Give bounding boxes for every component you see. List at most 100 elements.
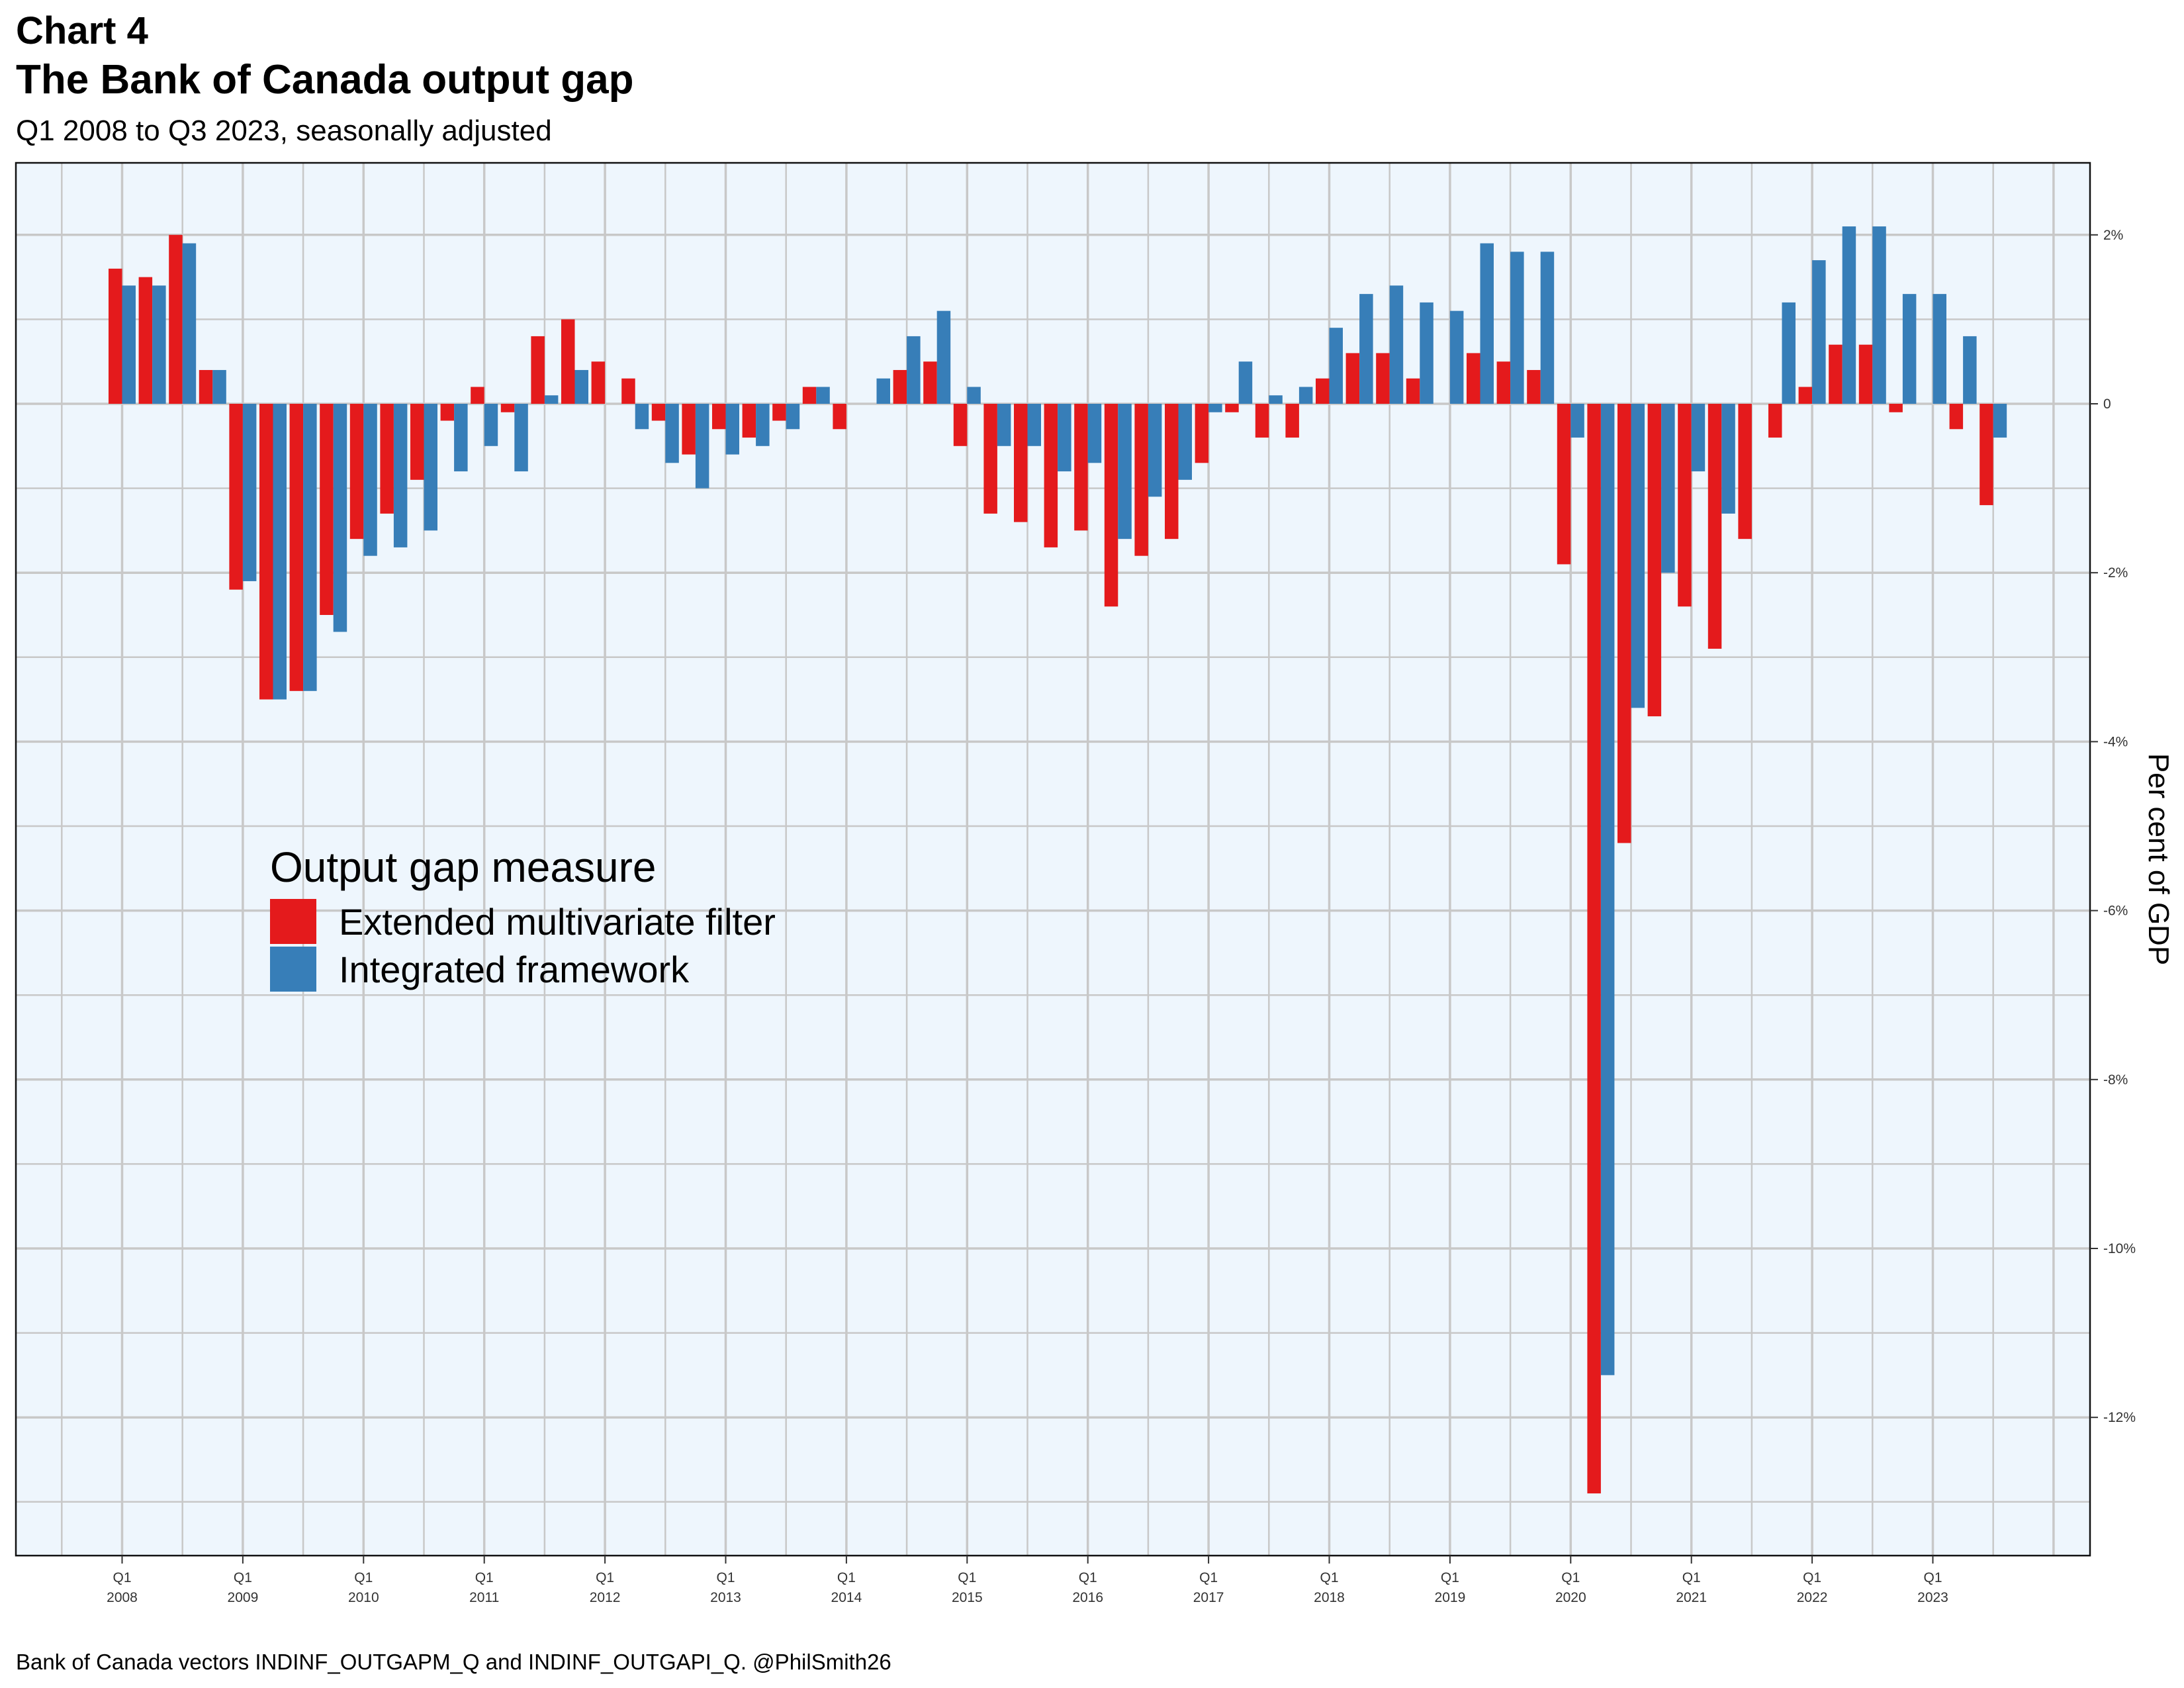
bar-emf-2023Q3 bbox=[1979, 404, 1993, 506]
bar-if-2015Q4 bbox=[1058, 404, 1071, 472]
bar-emf-2020Q2 bbox=[1587, 404, 1601, 1494]
bar-if-2021Q2 bbox=[1721, 404, 1735, 514]
bar-if-2016Q3 bbox=[1148, 404, 1162, 497]
bar-if-2017Q1 bbox=[1208, 404, 1222, 412]
bar-if-2013Q2 bbox=[756, 404, 770, 446]
legend-title: Output gap measure bbox=[270, 843, 657, 891]
bar-emf-2010Q1 bbox=[349, 404, 364, 539]
legend-item-if: Integrated framework bbox=[270, 945, 776, 993]
x-tick-year: 2011 bbox=[469, 1590, 499, 1605]
bar-emf-2011Q3 bbox=[531, 336, 545, 404]
bar-if-2011Q2 bbox=[514, 404, 528, 472]
bar-emf-2019Q2 bbox=[1467, 353, 1480, 404]
x-tick-quarter: Q1 bbox=[1561, 1570, 1580, 1585]
bar-if-2022Q4 bbox=[1902, 294, 1917, 404]
bar-if-2020Q4 bbox=[1661, 404, 1675, 573]
plot-border bbox=[15, 162, 2091, 1557]
bar-if-2010Q1 bbox=[363, 404, 377, 556]
bar-emf-2011Q1 bbox=[471, 387, 484, 404]
bar-emf-2019Q4 bbox=[1527, 369, 1541, 404]
bar-if-2019Q1 bbox=[1449, 310, 1464, 404]
bar-if-2016Q2 bbox=[1118, 404, 1132, 539]
bar-emf-2016Q4 bbox=[1165, 404, 1179, 539]
bar-emf-2012Q1 bbox=[591, 361, 606, 404]
x-tick-quarter: Q1 bbox=[113, 1570, 131, 1585]
legend-label-if: Integrated framework bbox=[339, 948, 690, 990]
y-tick-label: 2% bbox=[2103, 228, 2123, 243]
bar-emf-2022Q3 bbox=[1858, 344, 1873, 404]
y-tick-label: -4% bbox=[2103, 734, 2128, 749]
bar-if-2012Q4 bbox=[695, 404, 709, 489]
legend-item-emf: Extended multivariate filter bbox=[270, 898, 776, 945]
bar-if-2010Q2 bbox=[393, 404, 408, 547]
bar-if-2014Q2 bbox=[876, 378, 890, 404]
bar-if-2010Q4 bbox=[454, 404, 468, 472]
x-tick-year: 2008 bbox=[107, 1590, 138, 1605]
source-caption: Bank of Canada vectors INDINF_OUTGAPM_Q … bbox=[16, 1650, 891, 1674]
bar-emf-2015Q1 bbox=[953, 404, 968, 446]
bar-if-2009Q3 bbox=[303, 404, 317, 691]
x-tick-year: 2012 bbox=[590, 1590, 621, 1605]
bar-if-2008Q3 bbox=[182, 243, 197, 404]
bar-emf-2014Q4 bbox=[923, 361, 937, 404]
legend-label-emf: Extended multivariate filter bbox=[339, 900, 776, 943]
bar-emf-2014Q1 bbox=[833, 404, 846, 430]
bar-emf-2018Q2 bbox=[1345, 353, 1360, 404]
x-tick-year: 2022 bbox=[1797, 1590, 1828, 1605]
bar-if-2014Q3 bbox=[907, 336, 921, 404]
bar-if-2016Q1 bbox=[1087, 404, 1102, 463]
bar-emf-2017Q1 bbox=[1195, 404, 1209, 463]
bar-emf-2015Q4 bbox=[1044, 404, 1058, 547]
bars-group bbox=[109, 226, 2007, 1494]
bar-emf-2021Q4 bbox=[1768, 404, 1782, 438]
bar-emf-2023Q2 bbox=[1949, 404, 1964, 430]
bar-emf-2010Q3 bbox=[410, 404, 424, 480]
bar-emf-2012Q3 bbox=[651, 404, 666, 421]
bar-emf-2013Q2 bbox=[742, 404, 756, 438]
bar-if-2015Q1 bbox=[967, 387, 981, 404]
x-tick-year: 2010 bbox=[348, 1590, 379, 1605]
x-tick-quarter: Q1 bbox=[1923, 1570, 1942, 1585]
bar-emf-2011Q2 bbox=[500, 404, 515, 412]
x-tick-year: 2019 bbox=[1435, 1590, 1466, 1605]
bar-if-2011Q4 bbox=[574, 369, 588, 404]
bar-if-2009Q4 bbox=[333, 404, 347, 632]
y-tick-label: -6% bbox=[2103, 904, 2128, 919]
bar-emf-2008Q4 bbox=[199, 369, 213, 404]
bar-if-2021Q1 bbox=[1691, 404, 1706, 472]
bar-emf-2019Q3 bbox=[1496, 361, 1511, 404]
y-axis-label: Per cent of GDP bbox=[2142, 753, 2175, 965]
bar-if-2011Q1 bbox=[484, 404, 498, 446]
x-axis: Q1 2008 Q1 2009 Q1 2010 Q1 2011 Q1 2012 Q1 2013 Q1 20… bbox=[107, 1556, 1948, 1605]
bar-if-2012Q3 bbox=[665, 404, 679, 463]
bar-emf-2017Q4 bbox=[1285, 404, 1299, 438]
bar-if-2016Q4 bbox=[1178, 404, 1192, 480]
plot-background bbox=[16, 163, 2090, 1556]
bar-if-2023Q2 bbox=[1963, 336, 1977, 404]
x-tick-quarter: Q1 bbox=[1079, 1570, 1097, 1585]
y-tick-label: -8% bbox=[2103, 1072, 2128, 1088]
bar-if-2021Q4 bbox=[1782, 302, 1796, 404]
bar-if-2015Q3 bbox=[1027, 404, 1041, 446]
bar-emf-2016Q1 bbox=[1074, 404, 1088, 531]
x-tick-quarter: Q1 bbox=[596, 1570, 614, 1585]
bar-emf-2012Q4 bbox=[682, 404, 696, 455]
bar-emf-2009Q1 bbox=[229, 404, 243, 590]
bar-emf-2012Q2 bbox=[621, 378, 635, 404]
bar-emf-2022Q4 bbox=[1889, 404, 1903, 412]
bar-if-2008Q2 bbox=[152, 285, 166, 404]
x-tick-quarter: Q1 bbox=[1682, 1570, 1701, 1585]
bar-emf-2010Q4 bbox=[440, 404, 455, 421]
bar-if-2018Q1 bbox=[1329, 328, 1343, 404]
x-tick-year: 2014 bbox=[831, 1590, 862, 1605]
bar-if-2022Q3 bbox=[1872, 226, 1886, 404]
x-tick-year: 2017 bbox=[1193, 1590, 1224, 1605]
bar-emf-2013Q3 bbox=[772, 404, 786, 421]
x-tick-quarter: Q1 bbox=[1803, 1570, 1821, 1585]
bar-if-2018Q4 bbox=[1420, 302, 1433, 404]
bar-emf-2021Q1 bbox=[1678, 404, 1692, 607]
x-tick-quarter: Q1 bbox=[1199, 1570, 1218, 1585]
bar-emf-2018Q4 bbox=[1406, 378, 1420, 404]
x-tick-year: 2013 bbox=[710, 1590, 741, 1605]
